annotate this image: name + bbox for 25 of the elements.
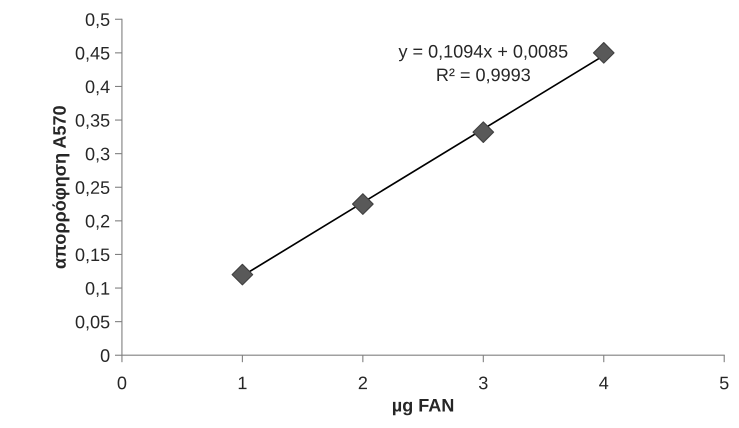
x-tick-label: 5 (720, 376, 728, 390)
y-tick-label: 0,1 (86, 282, 110, 297)
x-axis-title: µg FAN (392, 399, 454, 416)
x-tick-label: 3 (478, 376, 488, 390)
annotation: R² = 0,9993 (437, 68, 530, 84)
x-tick-label: 4 (599, 376, 608, 390)
x-tick-label: 2 (358, 376, 367, 390)
y-axis-title: απορρόφηση A570 (52, 106, 70, 268)
point (232, 264, 254, 286)
point (472, 121, 494, 144)
point (352, 193, 374, 215)
y-tick-label: 0,05 (76, 316, 110, 330)
x-tick-label: 0 (118, 376, 126, 390)
y-tick-label: 0,35 (76, 114, 110, 129)
y-tick-label: 0,25 (76, 181, 110, 196)
y-tick-label: 0,2 (86, 214, 110, 230)
y-tick-label: 0,5 (86, 13, 110, 28)
y-tick-label: 0 (100, 349, 110, 362)
y-tick-label: 0,15 (76, 248, 110, 264)
point (592, 42, 615, 64)
y-tick-label: 0,45 (76, 46, 110, 62)
annotation: y = 0,1094x + 0,0085 (398, 44, 568, 62)
y-tick-label: 0,3 (86, 148, 110, 163)
y-tick-label: 0,4 (86, 80, 110, 96)
x-tick-label: 1 (238, 376, 247, 390)
